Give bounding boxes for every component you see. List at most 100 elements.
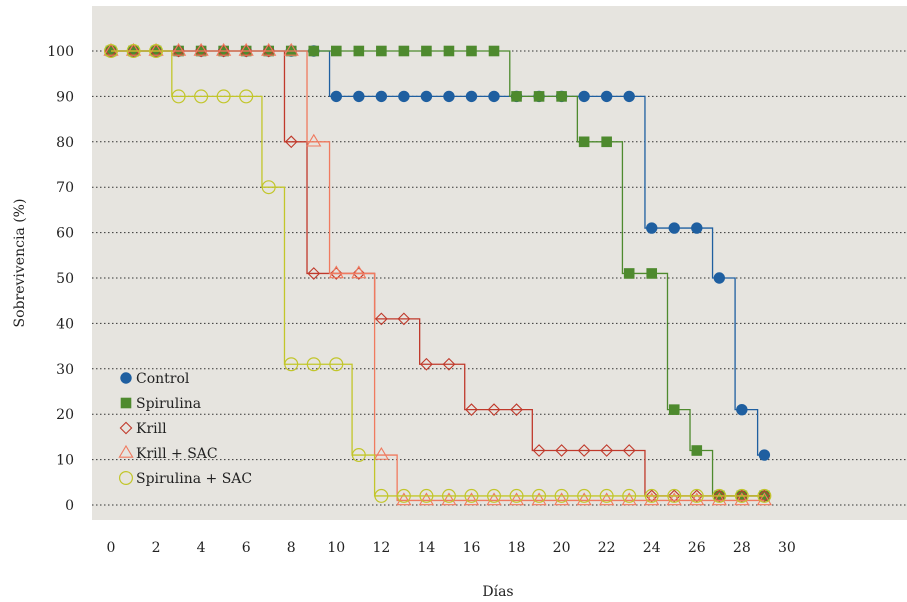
- data-point: [330, 90, 342, 103]
- data-point: [306, 357, 321, 372]
- data-point: [126, 43, 141, 58]
- y-tick-label: 80: [56, 135, 74, 151]
- x-axis-ticks: 0 2 4 6 8 10 12 14 16 18 20 22 24 26 28 30: [107, 540, 796, 556]
- data-point: [149, 44, 163, 58]
- x-tick-label: 26: [688, 540, 706, 556]
- data-point: [374, 312, 388, 326]
- data-point: [555, 444, 568, 457]
- legend-item: Control: [120, 371, 190, 387]
- data-point: [691, 222, 703, 234]
- data-point: [217, 44, 231, 58]
- data-point: [622, 488, 637, 503]
- data-point: [644, 492, 660, 506]
- data-point: [621, 492, 637, 506]
- data-point: [352, 267, 366, 280]
- x-tick-label: 20: [553, 540, 571, 556]
- data-point: [689, 492, 705, 506]
- data-point: [442, 357, 456, 371]
- data-point: [194, 89, 209, 104]
- data-point: [103, 42, 119, 56]
- data-point: [576, 492, 592, 506]
- data-point: [170, 42, 187, 56]
- y-tick-label: 70: [56, 180, 74, 196]
- data-point: [556, 91, 567, 102]
- legend-item: Spirulina + SAC: [118, 471, 252, 487]
- data-point: [623, 268, 635, 279]
- legend-label: Spirulina + SAC: [136, 471, 252, 487]
- legend-marker: [118, 471, 133, 486]
- data-point: [488, 45, 500, 57]
- data-point: [443, 90, 455, 103]
- data-point: [667, 489, 681, 503]
- x-tick-label: 8: [287, 540, 296, 556]
- data-point: [622, 444, 636, 457]
- data-point: [600, 90, 613, 103]
- y-tick-label: 50: [56, 271, 74, 287]
- data-point: [465, 90, 478, 103]
- x-tick-label: 12: [372, 540, 390, 556]
- data-point: [488, 90, 500, 103]
- x-tick-label: 30: [778, 540, 796, 556]
- data-point: [283, 42, 299, 56]
- plot-background: [92, 6, 907, 520]
- data-point: [396, 492, 412, 506]
- data-point: [149, 43, 164, 58]
- data-point: [443, 45, 455, 57]
- x-tick-label: 10: [327, 540, 345, 556]
- data-point: [398, 45, 410, 57]
- data-point: [103, 43, 118, 58]
- data-point: [419, 488, 434, 503]
- y-tick-label: 30: [56, 362, 74, 378]
- data-point: [690, 489, 704, 503]
- data-point: [397, 312, 411, 326]
- data-point: [331, 45, 342, 57]
- data-point: [418, 492, 435, 506]
- data-point: [308, 45, 320, 57]
- series-krill-sac: [103, 42, 772, 506]
- data-point: [511, 91, 522, 102]
- data-point: [646, 268, 658, 279]
- series-spirulina-sac: [103, 43, 772, 503]
- data-point: [239, 44, 253, 58]
- legend-marker: [120, 372, 132, 384]
- legend-label: Krill + SAC: [136, 446, 218, 462]
- data-point: [421, 45, 432, 57]
- data-point: [464, 488, 479, 503]
- data-point: [599, 492, 615, 506]
- data-point: [238, 42, 254, 56]
- data-point: [353, 45, 365, 57]
- data-point: [353, 90, 365, 103]
- data-point: [193, 42, 209, 56]
- data-point: [466, 45, 477, 57]
- legend-item: Spirulina: [120, 396, 201, 412]
- legend-label: Control: [136, 371, 190, 387]
- data-point: [736, 403, 748, 416]
- legend-marker: [119, 421, 133, 435]
- data-point: [396, 488, 411, 503]
- data-point: [261, 180, 276, 195]
- data-point: [463, 492, 480, 506]
- data-point: [420, 90, 433, 103]
- y-tick-label: 60: [56, 226, 74, 242]
- data-point: [577, 444, 591, 457]
- data-point: [306, 133, 322, 147]
- data-point: [757, 488, 772, 503]
- data-point: [758, 449, 771, 461]
- data-point: [668, 404, 680, 415]
- data-point: [376, 45, 387, 57]
- data-point: [508, 492, 525, 506]
- data-point: [441, 488, 456, 503]
- y-tick-label: 100: [47, 44, 74, 60]
- data-point: [599, 488, 614, 503]
- data-point: [532, 488, 547, 503]
- data-point: [577, 488, 592, 503]
- legend-marker: [118, 444, 134, 458]
- data-point: [284, 357, 299, 372]
- data-point: [711, 492, 727, 506]
- data-point: [735, 489, 749, 503]
- data-point: [171, 89, 186, 104]
- x-tick-label: 2: [152, 540, 161, 556]
- data-point: [712, 489, 726, 503]
- data-point: [374, 488, 389, 503]
